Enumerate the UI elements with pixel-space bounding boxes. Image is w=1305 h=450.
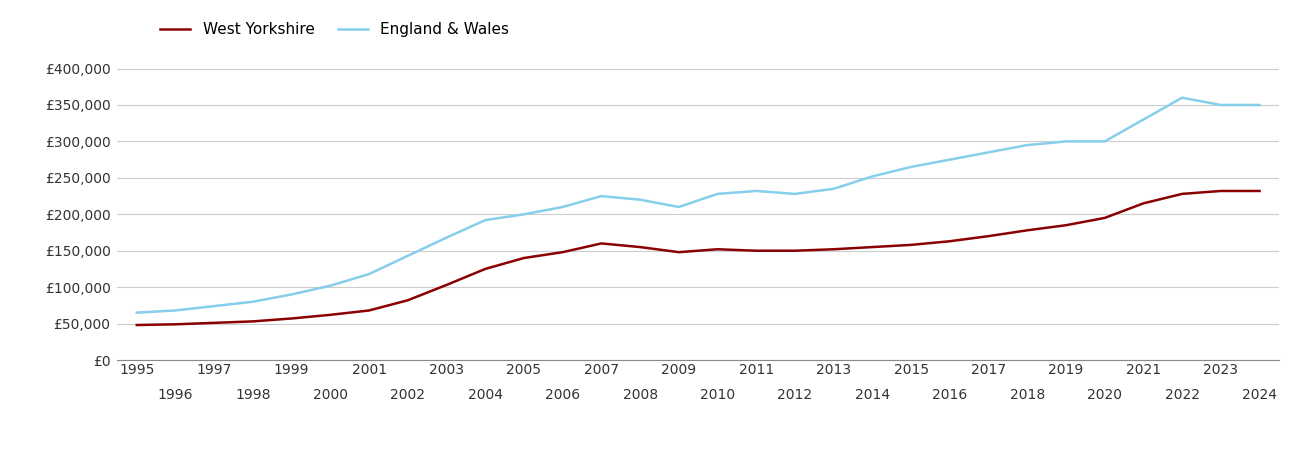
England & Wales: [1174, 95, 1190, 100]
West Yorkshire: [438, 282, 454, 288]
West Yorkshire: [478, 266, 493, 272]
England & Wales: [981, 150, 997, 155]
West Yorkshire: [129, 322, 145, 328]
West Yorkshire: [361, 308, 377, 313]
England & Wales: [555, 204, 570, 210]
England & Wales: [942, 157, 958, 162]
England & Wales: [1135, 117, 1151, 122]
England & Wales: [478, 217, 493, 223]
West Yorkshire: [787, 248, 803, 253]
England & Wales: [748, 188, 763, 194]
West Yorkshire: [206, 320, 222, 325]
England & Wales: [168, 308, 184, 313]
West Yorkshire: [517, 255, 532, 261]
West Yorkshire: [1058, 222, 1074, 228]
West Yorkshire: [903, 242, 919, 248]
West Yorkshire: [1251, 188, 1267, 194]
West Yorkshire: [865, 244, 881, 250]
West Yorkshire: [555, 249, 570, 255]
England & Wales: [399, 253, 415, 258]
Legend: West Yorkshire, England & Wales: West Yorkshire, England & Wales: [161, 22, 509, 37]
West Yorkshire: [671, 249, 686, 255]
West Yorkshire: [168, 322, 184, 327]
Line: West Yorkshire: West Yorkshire: [137, 191, 1259, 325]
England & Wales: [865, 174, 881, 179]
West Yorkshire: [322, 312, 338, 318]
West Yorkshire: [1135, 201, 1151, 206]
England & Wales: [903, 164, 919, 170]
West Yorkshire: [826, 247, 842, 252]
West Yorkshire: [283, 316, 299, 321]
England & Wales: [710, 191, 726, 197]
West Yorkshire: [632, 244, 647, 250]
England & Wales: [206, 303, 222, 309]
England & Wales: [1212, 102, 1228, 108]
England & Wales: [594, 194, 609, 199]
England & Wales: [283, 292, 299, 297]
West Yorkshire: [399, 297, 415, 303]
Line: England & Wales: England & Wales: [137, 98, 1259, 313]
England & Wales: [671, 204, 686, 210]
West Yorkshire: [981, 234, 997, 239]
West Yorkshire: [710, 247, 726, 252]
West Yorkshire: [748, 248, 763, 253]
England & Wales: [245, 299, 261, 304]
England & Wales: [322, 283, 338, 288]
England & Wales: [1096, 139, 1112, 144]
England & Wales: [129, 310, 145, 315]
West Yorkshire: [594, 241, 609, 246]
England & Wales: [517, 212, 532, 217]
England & Wales: [361, 271, 377, 277]
England & Wales: [632, 197, 647, 202]
West Yorkshire: [1174, 191, 1190, 197]
West Yorkshire: [245, 319, 261, 324]
West Yorkshire: [1019, 228, 1035, 233]
England & Wales: [787, 191, 803, 197]
West Yorkshire: [1212, 188, 1228, 194]
West Yorkshire: [1096, 215, 1112, 220]
West Yorkshire: [942, 238, 958, 244]
England & Wales: [1058, 139, 1074, 144]
England & Wales: [1019, 142, 1035, 148]
England & Wales: [438, 235, 454, 240]
England & Wales: [1251, 102, 1267, 108]
England & Wales: [826, 186, 842, 192]
